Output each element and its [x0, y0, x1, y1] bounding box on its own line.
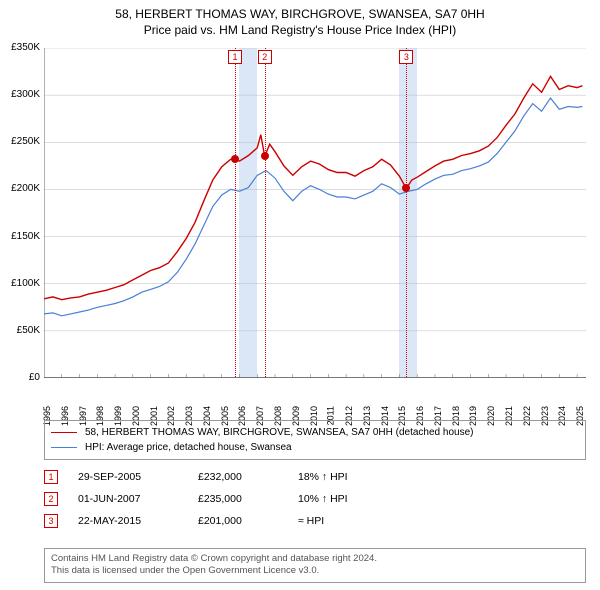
transaction-row: 1 29-SEP-2005 £232,000 18% ↑ HPI [44, 466, 586, 488]
y-tick-label: £200K [4, 183, 40, 194]
transaction-price: £235,000 [198, 493, 278, 505]
transaction-row: 3 22-MAY-2015 £201,000 ≈ HPI [44, 510, 586, 532]
legend-row-1: 58, HERBERT THOMAS WAY, BIRCHGROVE, SWAN… [51, 425, 579, 440]
footer-box: Contains HM Land Registry data © Crown c… [44, 548, 586, 583]
legend-row-2: HPI: Average price, detached house, Swan… [51, 440, 579, 455]
legend-swatch-2 [51, 447, 77, 448]
transaction-delta: 18% ↑ HPI [298, 471, 408, 483]
chart-plot-area [44, 48, 586, 378]
chart-svg [44, 48, 586, 378]
transaction-date: 29-SEP-2005 [78, 471, 178, 483]
transactions-table: 1 29-SEP-2005 £232,000 18% ↑ HPI 2 01-JUN-200… [44, 466, 586, 532]
transaction-row: 2 01-JUN-2007 £235,000 10% ↑ HPI [44, 488, 586, 510]
legend-label-1: 58, HERBERT THOMAS WAY, BIRCHGROVE, SWAN… [85, 425, 473, 440]
footer-line-1: Contains HM Land Registry data © Crown c… [51, 553, 579, 565]
transaction-price: £201,000 [198, 515, 278, 527]
y-tick-label: £0 [4, 372, 40, 383]
transaction-point [402, 184, 410, 192]
transaction-vline [235, 48, 236, 377]
transaction-delta: ≈ HPI [298, 515, 408, 527]
transaction-marker-label: 2 [258, 50, 272, 64]
transaction-vline [265, 48, 266, 377]
transaction-index-box: 3 [44, 514, 58, 528]
transaction-date: 22-MAY-2015 [78, 515, 178, 527]
y-tick-label: £50K [4, 325, 40, 336]
title-line-2: Price paid vs. HM Land Registry's House … [0, 22, 600, 38]
legend-label-2: HPI: Average price, detached house, Swan… [85, 440, 292, 455]
transaction-marker-label: 1 [228, 50, 242, 64]
transaction-delta: 10% ↑ HPI [298, 493, 408, 505]
y-tick-label: £250K [4, 136, 40, 147]
transaction-point [231, 155, 239, 163]
transaction-vline [406, 48, 407, 377]
transaction-date: 01-JUN-2007 [78, 493, 178, 505]
y-tick-label: £300K [4, 89, 40, 100]
y-tick-label: £100K [4, 278, 40, 289]
transaction-price: £232,000 [198, 471, 278, 483]
y-tick-label: £350K [4, 42, 40, 53]
legend-swatch-1 [51, 432, 77, 433]
title-line-1: 58, HERBERT THOMAS WAY, BIRCHGROVE, SWAN… [0, 6, 600, 22]
footer-line-2: This data is licensed under the Open Gov… [51, 565, 579, 577]
transaction-index-box: 2 [44, 492, 58, 506]
transaction-index-box: 1 [44, 470, 58, 484]
transaction-marker-label: 3 [399, 50, 413, 64]
chart-title-block: 58, HERBERT THOMAS WAY, BIRCHGROVE, SWAN… [0, 0, 600, 38]
y-tick-label: £150K [4, 231, 40, 242]
legend-box: 58, HERBERT THOMAS WAY, BIRCHGROVE, SWAN… [44, 420, 586, 460]
transaction-point [261, 152, 269, 160]
